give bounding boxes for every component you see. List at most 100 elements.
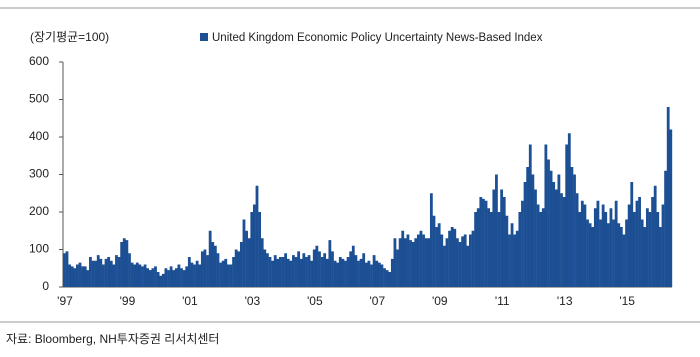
bar (310, 260, 314, 287)
bar (107, 257, 111, 287)
bar (307, 255, 311, 287)
bar (271, 260, 275, 287)
bar (518, 212, 522, 287)
bar (252, 204, 256, 287)
bar (666, 107, 670, 287)
bar (505, 215, 509, 287)
bar (320, 257, 324, 287)
bar (76, 264, 79, 287)
bar (528, 144, 532, 287)
bar (583, 204, 587, 287)
bar (580, 200, 584, 287)
bar (133, 264, 137, 287)
bar (120, 242, 124, 287)
bar (292, 255, 295, 287)
bar (442, 245, 446, 287)
bar (286, 258, 290, 287)
bar (247, 238, 251, 287)
bar (117, 257, 121, 287)
bar (482, 198, 485, 287)
bar (70, 266, 74, 287)
bar (531, 174, 535, 287)
bar (664, 170, 667, 287)
bar (669, 129, 673, 287)
bar (614, 200, 618, 287)
bar (385, 270, 389, 287)
bar (91, 260, 95, 287)
bar (141, 266, 144, 287)
bar (122, 238, 126, 287)
bar (474, 212, 478, 287)
bar (94, 260, 98, 287)
bar (492, 189, 496, 287)
bar (489, 212, 493, 287)
bar (377, 262, 381, 287)
bar (515, 230, 519, 287)
bar (89, 257, 92, 287)
bar (409, 240, 412, 287)
bar (393, 238, 397, 287)
bar (281, 257, 285, 287)
bar (578, 212, 582, 287)
bar (284, 253, 288, 287)
bar (180, 268, 183, 287)
bar (115, 255, 118, 287)
x-tick-label: '03 (245, 294, 261, 308)
bar (338, 257, 342, 287)
bar (479, 197, 483, 287)
bar (250, 212, 254, 287)
bar (640, 219, 644, 287)
bar (193, 264, 196, 287)
bar (380, 264, 384, 287)
bar (260, 238, 264, 287)
bar (63, 253, 66, 287)
bar (523, 182, 527, 287)
bar (630, 182, 634, 287)
bar (471, 230, 475, 287)
bar (622, 234, 626, 287)
bar (453, 228, 457, 287)
bar (164, 268, 168, 287)
bar (570, 167, 574, 287)
bar (359, 258, 363, 287)
bar (606, 223, 610, 287)
bar (390, 258, 394, 287)
bar (416, 234, 420, 287)
bar (266, 253, 269, 287)
bar (554, 189, 558, 287)
bar (450, 227, 454, 287)
bar (643, 227, 647, 287)
bar (351, 245, 355, 287)
bar (354, 255, 358, 287)
bar (174, 268, 178, 287)
bar (588, 223, 592, 287)
bar (276, 258, 280, 287)
bar (539, 212, 543, 287)
bar (422, 234, 425, 287)
bar (331, 251, 334, 287)
bar (406, 234, 410, 287)
bar (86, 270, 90, 287)
bar (169, 266, 173, 287)
bar (367, 260, 371, 287)
bar (510, 223, 514, 287)
bar (279, 257, 282, 287)
x-tick-label: '05 (307, 294, 323, 308)
bar (396, 249, 399, 287)
bar (461, 236, 464, 287)
bar (372, 255, 376, 287)
bar (495, 174, 498, 287)
bar (268, 257, 272, 287)
bar (619, 227, 623, 287)
bar (661, 204, 665, 287)
bar (591, 227, 595, 287)
bar (211, 242, 215, 287)
bar (440, 234, 444, 287)
bar (221, 260, 225, 287)
bar (419, 230, 423, 287)
bar (557, 174, 561, 287)
bar (294, 257, 298, 287)
bar (102, 264, 105, 287)
bar (541, 208, 545, 287)
bar (289, 260, 293, 287)
